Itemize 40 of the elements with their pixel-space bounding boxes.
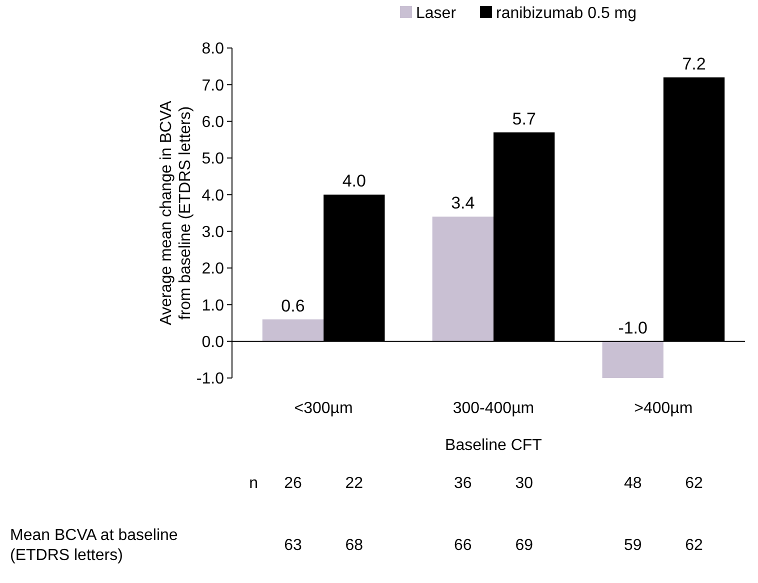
data-label: -1.0	[618, 318, 648, 338]
data-label: 4.0	[342, 172, 366, 191]
y-tick-label: -1.0	[196, 370, 224, 388]
text: 69	[515, 537, 534, 554]
x-tick-label: >400µm	[634, 400, 693, 417]
text: 63	[284, 537, 302, 554]
y-tick-label: 5.0	[202, 150, 224, 168]
text: 59	[624, 537, 642, 554]
legend-label: ranibizumab 0.5 mg	[496, 5, 637, 22]
text: Mean BCVA at baseline (ETDRS letters)	[10, 527, 178, 564]
text: n	[249, 475, 258, 492]
text: 22	[345, 475, 364, 492]
text: 26	[284, 475, 302, 492]
y-tick-label: 3.0	[202, 224, 224, 241]
data-label: 7.2	[682, 54, 706, 74]
legend-label: Laser	[416, 5, 457, 22]
y-tick-label: 4.0	[202, 187, 224, 204]
data-label: 0.6	[281, 296, 305, 316]
text: 48	[624, 475, 642, 492]
y-axis-title: Average mean change in BCVA from baseline (ETDRS letters)	[158, 100, 194, 326]
text: 62	[685, 537, 704, 554]
data-label: 5.7	[512, 109, 536, 128]
bar	[262, 319, 324, 342]
text: 66	[454, 537, 472, 554]
y-tick-label: 8.0	[202, 40, 224, 58]
x-tick-label: <300µm	[294, 400, 353, 417]
y-tick-label: 1.0	[202, 297, 224, 314]
x-axis-title: Baseline CFT	[445, 437, 542, 454]
bar	[602, 341, 664, 378]
y-tick-label: 6.0	[202, 114, 224, 131]
text: 68	[345, 537, 364, 554]
y-tick-label: 7.0	[202, 77, 224, 94]
text: 62	[685, 475, 704, 492]
bar	[432, 216, 494, 342]
data-label: 3.4	[451, 194, 475, 213]
x-tick-label: 300-400µm	[452, 400, 534, 417]
text: 36	[454, 475, 472, 492]
y-tick-label: 0.0	[202, 334, 224, 351]
y-tick-label: 2.0	[202, 260, 224, 278]
text: 30	[515, 475, 534, 492]
